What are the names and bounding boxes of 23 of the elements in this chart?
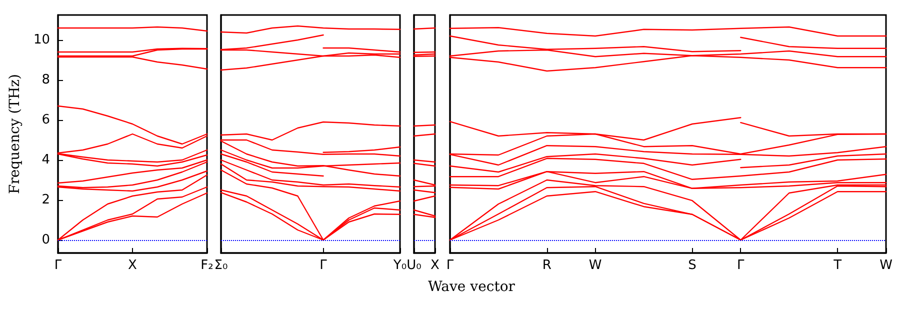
x-tick-label: Γ bbox=[320, 258, 328, 273]
x-tick-label: Γ bbox=[54, 258, 62, 273]
x-tick-label: T bbox=[832, 258, 842, 273]
y-tick-label: 4 bbox=[42, 152, 50, 168]
x-tick-label: X bbox=[430, 258, 440, 273]
x-tick-label: Y₀ bbox=[392, 258, 407, 273]
y-tick-label: 10 bbox=[33, 32, 50, 48]
x-tick-label: Γ bbox=[446, 258, 454, 273]
x-tick-label: W bbox=[880, 258, 893, 273]
x-tick-label: X bbox=[128, 258, 138, 273]
y-tick-label: 8 bbox=[42, 72, 50, 88]
y-tick-label: 6 bbox=[42, 112, 50, 128]
x-tick-label: R bbox=[542, 258, 552, 273]
x-tick-label: U₀ bbox=[406, 258, 422, 273]
y-axis-title: Frequency (THz) bbox=[7, 74, 23, 194]
x-tick-label: F₂ bbox=[200, 258, 214, 273]
y-tick-label: 2 bbox=[42, 192, 50, 208]
x-tick-label: S bbox=[688, 258, 696, 273]
y-tick-label: 0 bbox=[42, 232, 50, 248]
x-tick-label: Σ₀ bbox=[214, 258, 228, 273]
x-axis-title: Wave vector bbox=[428, 279, 516, 295]
x-tick-label: Γ bbox=[737, 258, 746, 273]
x-tick-label: W bbox=[588, 258, 602, 273]
